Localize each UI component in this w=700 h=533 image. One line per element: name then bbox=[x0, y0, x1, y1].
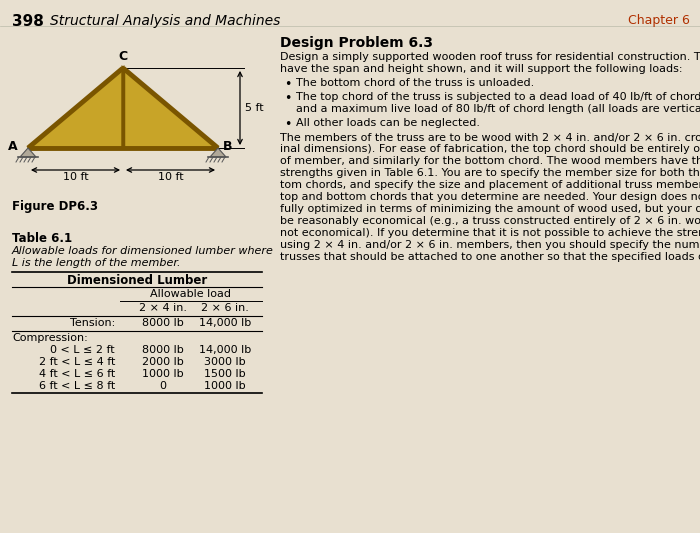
Text: •: • bbox=[284, 78, 291, 91]
Text: 8000 lb: 8000 lb bbox=[142, 318, 184, 328]
Text: tom chords, and specify the size and placement of additional truss members betwe: tom chords, and specify the size and pla… bbox=[280, 180, 700, 190]
Text: Structural Analysis and Machines: Structural Analysis and Machines bbox=[50, 14, 281, 28]
Polygon shape bbox=[123, 68, 218, 148]
Polygon shape bbox=[20, 148, 36, 157]
Text: and a maximum live load of 80 lb/ft of chord length (all loads are vertical).: and a maximum live load of 80 lb/ft of c… bbox=[296, 104, 700, 114]
Text: strengths given in Table 6.1. You are to specify the member size for both the to: strengths given in Table 6.1. You are to… bbox=[280, 168, 700, 178]
Text: 0: 0 bbox=[160, 381, 167, 391]
Text: have the span and height shown, and it will support the following loads:: have the span and height shown, and it w… bbox=[280, 64, 682, 74]
Text: Chapter 6: Chapter 6 bbox=[628, 14, 690, 27]
Text: L is the length of the member.: L is the length of the member. bbox=[12, 258, 181, 268]
Text: Design a simply supported wooden roof truss for residential construction. The tr: Design a simply supported wooden roof tr… bbox=[280, 52, 700, 62]
Text: 1500 lb: 1500 lb bbox=[204, 369, 246, 379]
Text: using 2 × 4 in. and/or 2 × 6 in. members, then you should specify the number of : using 2 × 4 in. and/or 2 × 6 in. members… bbox=[280, 240, 700, 250]
Text: Allowable load: Allowable load bbox=[150, 289, 230, 299]
Text: Compression:: Compression: bbox=[12, 333, 88, 343]
Text: 1000 lb: 1000 lb bbox=[142, 369, 184, 379]
Text: All other loads can be neglected.: All other loads can be neglected. bbox=[296, 118, 480, 128]
Text: •: • bbox=[284, 118, 291, 131]
Text: Figure DP6.3: Figure DP6.3 bbox=[12, 200, 98, 213]
Text: top and bottom chords that you determine are needed. Your design does not need t: top and bottom chords that you determine… bbox=[280, 192, 700, 202]
Text: 14,000 lb: 14,000 lb bbox=[199, 318, 251, 328]
Text: 398: 398 bbox=[12, 14, 44, 29]
Text: Tension:: Tension: bbox=[70, 318, 115, 328]
Text: •: • bbox=[284, 92, 291, 105]
Polygon shape bbox=[28, 68, 123, 148]
Text: 10 ft: 10 ft bbox=[63, 172, 88, 182]
Text: not economical). If you determine that it is not possible to achieve the strengt: not economical). If you determine that i… bbox=[280, 228, 700, 238]
Text: 3000 lb: 3000 lb bbox=[204, 357, 246, 367]
Text: The members of the truss are to be wood with 2 × 4 in. and/or 2 × 6 in. cross se: The members of the truss are to be wood … bbox=[280, 132, 700, 142]
Text: 10 ft: 10 ft bbox=[158, 172, 183, 182]
Text: trusses that should be attached to one another so that the specified loads can b: trusses that should be attached to one a… bbox=[280, 252, 700, 262]
Text: 14,000 lb: 14,000 lb bbox=[199, 345, 251, 355]
Text: The top chord of the truss is subjected to a dead load of 40 lb/ft of chord leng: The top chord of the truss is subjected … bbox=[296, 92, 700, 102]
Text: Design Problem 6.3: Design Problem 6.3 bbox=[280, 36, 433, 50]
Text: 2 × 6 in.: 2 × 6 in. bbox=[201, 303, 249, 313]
Text: of member, and similarly for the bottom chord. The wood members have the allowab: of member, and similarly for the bottom … bbox=[280, 156, 700, 166]
Text: 5 ft: 5 ft bbox=[245, 103, 264, 113]
Text: 2000 lb: 2000 lb bbox=[142, 357, 184, 367]
Text: Dimensioned Lumber: Dimensioned Lumber bbox=[67, 274, 207, 287]
Text: Allowable loads for dimensioned lumber where: Allowable loads for dimensioned lumber w… bbox=[12, 246, 274, 256]
Text: 2 × 4 in.: 2 × 4 in. bbox=[139, 303, 187, 313]
Text: fully optimized in terms of minimizing the amount of wood used, but your design : fully optimized in terms of minimizing t… bbox=[280, 204, 700, 214]
Text: 1000 lb: 1000 lb bbox=[204, 381, 246, 391]
Text: 6 ft < L ≤ 8 ft: 6 ft < L ≤ 8 ft bbox=[38, 381, 115, 391]
Text: 8000 lb: 8000 lb bbox=[142, 345, 184, 355]
Text: C: C bbox=[118, 50, 127, 63]
Text: B: B bbox=[223, 140, 232, 152]
Text: A: A bbox=[8, 140, 18, 152]
Text: Table 6.1: Table 6.1 bbox=[12, 232, 72, 245]
Polygon shape bbox=[210, 148, 226, 157]
Text: 0 < L ≤ 2 ft: 0 < L ≤ 2 ft bbox=[50, 345, 115, 355]
Text: inal dimensions). For ease of fabrication, the top chord should be entirely one : inal dimensions). For ease of fabricatio… bbox=[280, 144, 700, 154]
Text: be reasonably economical (e.g., a truss constructed entirely of 2 × 6 in. wood i: be reasonably economical (e.g., a truss … bbox=[280, 216, 700, 226]
Text: 4 ft < L ≤ 6 ft: 4 ft < L ≤ 6 ft bbox=[38, 369, 115, 379]
Text: 2 ft < L ≤ 4 ft: 2 ft < L ≤ 4 ft bbox=[38, 357, 115, 367]
Text: The bottom chord of the truss is unloaded.: The bottom chord of the truss is unloade… bbox=[296, 78, 534, 88]
